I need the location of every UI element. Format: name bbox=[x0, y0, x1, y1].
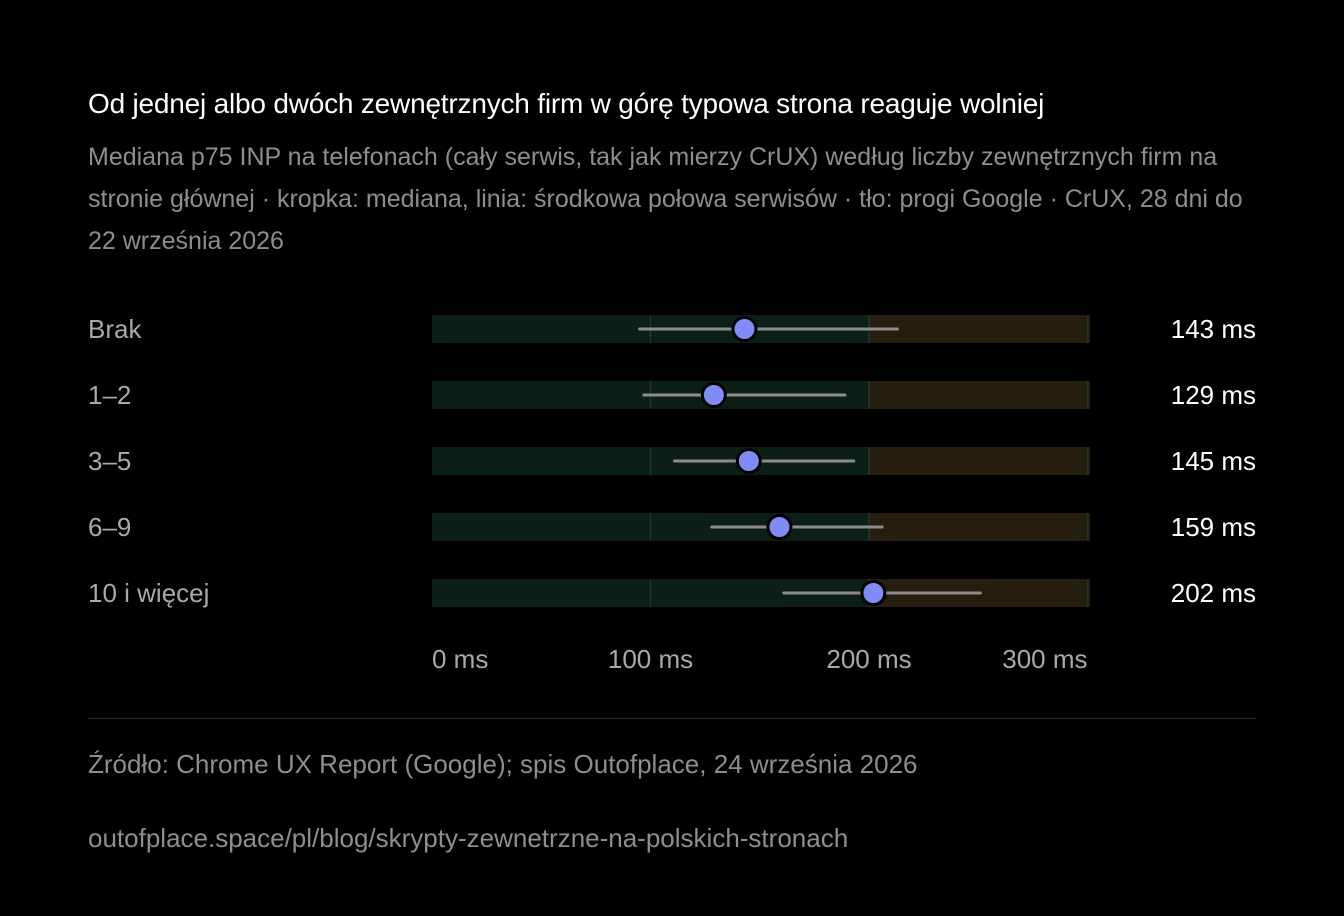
category-label: 10 i więcej bbox=[88, 578, 209, 608]
poor-threshold-band bbox=[869, 447, 1090, 475]
value-label: 129 ms bbox=[1171, 380, 1256, 410]
chart-row: 10 i więcej 202 ms bbox=[88, 578, 1256, 608]
median-dot bbox=[735, 448, 762, 474]
article-url[interactable]: outofplace.space/pl/blog/skrypty-zewnetr… bbox=[88, 823, 849, 853]
poor-threshold-band bbox=[869, 381, 1090, 409]
chart-row: 6–9 159 ms bbox=[88, 512, 1256, 542]
median-dot bbox=[860, 580, 887, 606]
chart-title: Od jednej albo dwóch zewnętrznych firm w… bbox=[88, 88, 1045, 119]
source-note: Źródło: Chrome UX Report (Google); spis … bbox=[88, 749, 918, 779]
chart-row: 1–2 129 ms bbox=[88, 380, 1256, 410]
category-label: 3–5 bbox=[88, 446, 131, 476]
chart-row: 3–5 145 ms bbox=[88, 446, 1256, 476]
chart-row: Brak 143 ms bbox=[88, 314, 1256, 344]
chart-subtitle: Mediana p75 INP na telefonach (cały serw… bbox=[88, 143, 1243, 255]
median-dot bbox=[700, 382, 727, 408]
poor-threshold-band bbox=[869, 315, 1090, 343]
category-label: Brak bbox=[88, 314, 142, 344]
poor-threshold-band bbox=[869, 513, 1090, 541]
x-tick-label: 100 ms bbox=[608, 644, 693, 674]
category-label: 6–9 bbox=[88, 512, 131, 542]
median-dot bbox=[731, 316, 758, 342]
value-label: 143 ms bbox=[1171, 314, 1256, 344]
x-tick-label: 0 ms bbox=[432, 644, 488, 674]
dot-range-chart: Brak 143 ms 1–2 129 ms 3–5 145 ms 6–9 159 ms 10 … bbox=[88, 314, 1256, 674]
value-label: 159 ms bbox=[1171, 512, 1256, 542]
x-tick-label: 200 ms bbox=[826, 644, 911, 674]
median-dot bbox=[766, 514, 793, 540]
x-tick-label: 300 ms bbox=[1002, 644, 1087, 674]
value-label: 202 ms bbox=[1171, 578, 1256, 608]
category-label: 1–2 bbox=[88, 380, 131, 410]
value-label: 145 ms bbox=[1171, 446, 1256, 476]
footer-divider bbox=[88, 718, 1256, 719]
